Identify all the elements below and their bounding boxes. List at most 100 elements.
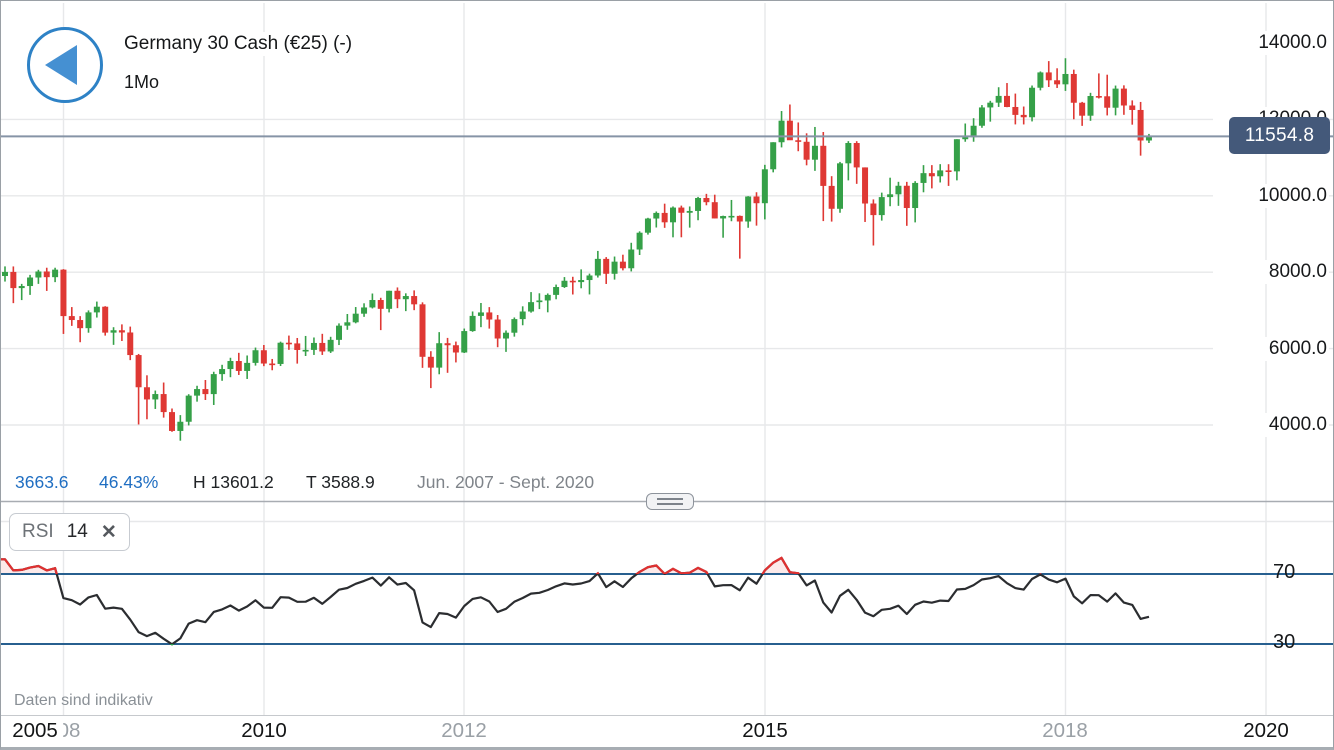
- time-axis-label: 08: [57, 719, 81, 742]
- candle-body: [887, 194, 894, 198]
- rsi-line-oversold: [169, 644, 175, 646]
- candle-body: [444, 343, 451, 346]
- candle-body: [394, 290, 401, 300]
- candle-body: [52, 269, 59, 278]
- candle-body: [110, 330, 117, 333]
- candle-body: [1104, 96, 1111, 108]
- candle-body: [536, 300, 543, 303]
- candle-body: [912, 182, 919, 209]
- candle-body: [761, 169, 768, 204]
- candle-body: [1095, 96, 1102, 98]
- candle-body: [962, 137, 969, 140]
- candle-body: [10, 271, 17, 289]
- candle-body: [1004, 95, 1010, 107]
- current-price-badge: 11554.8: [1229, 117, 1330, 154]
- candle-body: [903, 185, 910, 209]
- candle-body: [202, 389, 209, 395]
- time-axis-label: 2020: [1238, 719, 1294, 743]
- candle-body: [619, 261, 626, 269]
- candle-body: [1020, 114, 1027, 118]
- candle-body: [820, 145, 827, 186]
- candle-body: [644, 218, 651, 233]
- candle-body: [561, 280, 568, 288]
- change-absolute: 3663.6: [15, 472, 69, 492]
- candle-body: [169, 412, 175, 431]
- candle-body: [177, 421, 184, 431]
- candle-body: [294, 343, 301, 350]
- rsi-line-overbought: [1, 556, 1042, 574]
- time-axis-label: 2012: [441, 719, 487, 742]
- price-axis-label: 4000.0: [1213, 413, 1329, 437]
- candle-body: [945, 170, 952, 172]
- candle-body: [85, 312, 92, 329]
- pane-resize-handle[interactable]: [646, 493, 694, 510]
- candle-body: [477, 312, 484, 316]
- candle-body: [728, 215, 735, 218]
- candle-body: [494, 319, 501, 339]
- candle-body: [703, 197, 710, 203]
- candle-body: [386, 290, 393, 309]
- candle-body: [277, 342, 284, 364]
- candle-body: [511, 319, 518, 333]
- candle-body: [1137, 109, 1144, 141]
- disclaimer-text: Daten sind indikativ: [14, 692, 153, 709]
- candle-body: [1087, 96, 1094, 116]
- candle-body: [1054, 80, 1061, 85]
- candle-body: [260, 350, 267, 364]
- candle-body: [778, 120, 785, 143]
- back-button[interactable]: [27, 27, 103, 103]
- rsi-oversold-fill: [1, 644, 1149, 645]
- candle-body: [670, 207, 676, 223]
- time-axis-label: 2010: [236, 719, 292, 743]
- candle-body: [895, 185, 902, 195]
- candle-body: [18, 286, 25, 289]
- rsi-overbought-fill: [1, 557, 1149, 574]
- candle-body: [770, 142, 777, 170]
- candle-body: [661, 212, 668, 223]
- candle-body: [519, 311, 526, 320]
- candle-body: [235, 361, 242, 371]
- candle-body: [920, 173, 927, 183]
- candle-body: [352, 313, 359, 323]
- candle-body: [970, 125, 977, 138]
- candle-body: [377, 300, 384, 309]
- instrument-title: Germany 30 Cash (€25) (-): [124, 32, 357, 56]
- candle-body: [1045, 72, 1052, 81]
- candle-body: [1129, 105, 1136, 110]
- change-percent: 46.43%: [99, 472, 159, 492]
- candle-body: [336, 325, 342, 340]
- candle-body: [1145, 136, 1152, 141]
- candle-body: [569, 280, 576, 283]
- candle-body: [503, 332, 509, 339]
- date-range: Jun. 2007 - Sept. 2020: [417, 472, 595, 492]
- rsi-indicator-badge[interactable]: RSI 14 ✕: [9, 513, 130, 551]
- candle-body: [244, 362, 251, 371]
- candle-body: [1037, 72, 1044, 88]
- candle-body: [795, 140, 802, 142]
- candle-body: [786, 120, 793, 141]
- timeframe-label: 1Mo: [124, 71, 166, 94]
- candle-body: [870, 203, 877, 216]
- rsi-period-value: 14: [66, 521, 88, 542]
- candle-body: [194, 389, 201, 396]
- candle-body: [77, 320, 84, 329]
- candle-body: [285, 342, 292, 345]
- candle-body: [419, 304, 426, 357]
- candle-body: [928, 173, 935, 177]
- candle-body: [528, 302, 535, 312]
- candle-body: [327, 339, 334, 352]
- candle-body: [361, 307, 368, 314]
- candle-body: [1079, 102, 1086, 116]
- candle-body: [695, 197, 702, 211]
- candle-body: [143, 387, 150, 400]
- candle-body: [753, 196, 760, 204]
- time-axis-label: 2018: [1042, 719, 1088, 742]
- candle-body: [711, 202, 718, 219]
- candle-body: [210, 374, 217, 395]
- close-icon[interactable]: ✕: [100, 521, 117, 543]
- candle-body: [310, 342, 317, 350]
- candle-body: [611, 261, 618, 274]
- period-high: H 13601.2: [193, 472, 274, 492]
- candle-body: [678, 207, 685, 213]
